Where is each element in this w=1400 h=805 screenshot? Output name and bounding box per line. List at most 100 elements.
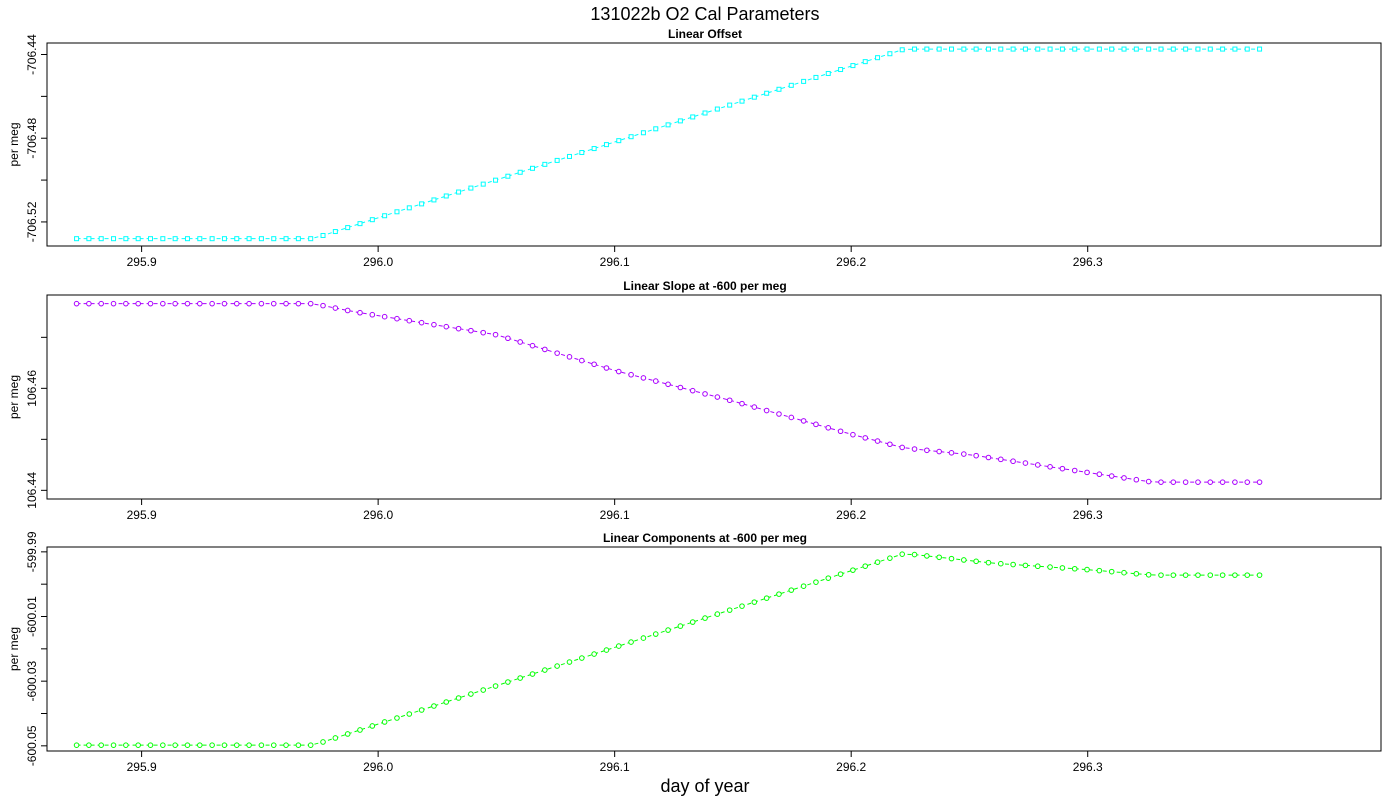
data-point — [394, 209, 400, 215]
data-point — [726, 397, 733, 404]
y-tick-label: -599.99 — [25, 531, 39, 572]
data-point — [418, 707, 425, 713]
data-point — [776, 591, 782, 597]
data-point — [800, 583, 807, 589]
data-point — [714, 611, 721, 617]
data-point — [123, 236, 129, 242]
data-point — [246, 742, 252, 748]
data-point — [1133, 570, 1140, 577]
data-point — [1220, 46, 1226, 52]
data-point — [172, 236, 178, 242]
data-point — [381, 719, 388, 725]
data-point — [751, 94, 757, 100]
data-point — [973, 46, 979, 52]
data-point — [1256, 479, 1263, 485]
data-point — [763, 407, 770, 414]
data-point — [1034, 462, 1041, 468]
panel-1: Linear Offset per meg 295.9 296.0 296.1 296.2… — [7, 27, 1382, 269]
y-tick-label: -706.52 — [25, 201, 39, 242]
data-point — [307, 742, 314, 748]
data-point — [899, 444, 906, 451]
data-point — [98, 742, 105, 748]
data-point — [1146, 46, 1152, 52]
data-point — [1047, 564, 1053, 570]
data-point — [714, 394, 721, 400]
data-point — [1232, 46, 1238, 52]
data-point — [825, 70, 831, 76]
y-tick-label: -600.01 — [25, 596, 39, 637]
data-point — [357, 221, 363, 227]
data-point — [172, 742, 178, 748]
x-tick-label: 295.9 — [127, 255, 157, 269]
data-point — [394, 715, 400, 721]
figure-title: 131022b O2 Cal Parameters — [590, 4, 819, 24]
data-point — [985, 46, 991, 52]
data-point — [554, 350, 560, 356]
data-point — [1022, 46, 1028, 52]
data-point — [862, 435, 869, 441]
y-axis-label: per meg — [7, 122, 21, 166]
data-point — [1158, 479, 1164, 485]
data-point — [542, 346, 548, 353]
data-point — [196, 300, 203, 307]
data-point — [345, 225, 351, 231]
y-tick-label: -706.44 — [25, 34, 39, 75]
data-point — [652, 631, 659, 637]
data-point — [233, 300, 240, 307]
data-point — [542, 667, 548, 673]
data-point — [640, 635, 647, 641]
data-point — [344, 307, 351, 314]
data-point — [1232, 479, 1238, 485]
data-point — [948, 46, 954, 52]
data-point — [492, 683, 499, 689]
data-point — [1170, 46, 1176, 52]
data-point — [665, 122, 671, 128]
data-point — [530, 165, 536, 171]
data-point — [837, 571, 844, 577]
data-point — [1071, 565, 1078, 572]
x-tick-label: 295.9 — [127, 760, 157, 774]
data-point — [887, 555, 893, 561]
data-point — [825, 425, 832, 431]
data-point — [258, 236, 264, 242]
data-point — [677, 118, 683, 124]
data-point — [850, 431, 856, 438]
data-point — [751, 404, 758, 410]
x-tick-label: 296.2 — [836, 255, 866, 269]
data-point — [874, 559, 881, 565]
data-point — [615, 368, 622, 375]
data-point — [579, 357, 585, 364]
data-point — [73, 300, 80, 307]
data-point — [763, 595, 770, 601]
data-point — [579, 150, 585, 156]
data-point — [776, 411, 782, 417]
data-point — [739, 98, 745, 104]
data-point — [1121, 569, 1127, 576]
data-point — [566, 354, 573, 360]
x-axis-label: day of year — [660, 776, 749, 796]
data-point — [209, 742, 215, 748]
data-point — [517, 675, 523, 681]
data-point — [517, 339, 523, 345]
data-point — [973, 452, 979, 459]
data-point — [320, 232, 326, 238]
data-point — [270, 742, 277, 748]
data-point — [936, 46, 942, 52]
data-point — [1195, 479, 1201, 485]
data-point — [739, 400, 745, 407]
x-tick-label: 296.0 — [363, 760, 393, 774]
data-point — [505, 679, 511, 685]
data-point — [357, 309, 363, 316]
data-point — [209, 300, 215, 307]
data-point — [1182, 479, 1189, 485]
data-point — [1034, 563, 1041, 570]
data-point — [160, 300, 166, 307]
data-point — [1244, 572, 1251, 578]
data-point — [1084, 566, 1090, 573]
data-point — [591, 361, 597, 368]
y-axis-label: per meg — [7, 627, 21, 671]
data-point — [1207, 46, 1213, 52]
data-point — [727, 102, 733, 108]
data-point — [1207, 479, 1214, 485]
data-point — [961, 451, 967, 457]
